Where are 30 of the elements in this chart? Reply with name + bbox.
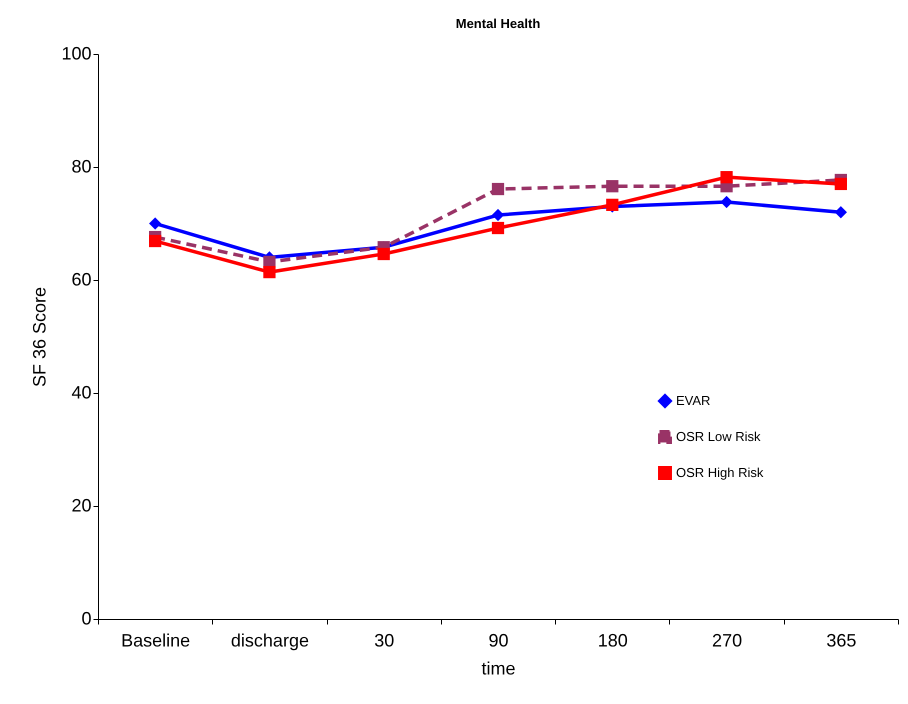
legend-label: OSR High Risk (676, 465, 764, 480)
y-tick-label: 60 (71, 270, 92, 290)
chart-title: Mental Health (456, 16, 540, 31)
point (263, 266, 276, 278)
point (720, 171, 733, 184)
y-tick-label: 100 (61, 44, 92, 64)
legend-label: EVAR (676, 393, 710, 408)
y-tick-label: 20 (71, 496, 92, 516)
y-axis-title: SF 36 Score (29, 286, 50, 388)
point (378, 248, 390, 260)
point (492, 182, 504, 196)
x-tick-label: 90 (488, 630, 509, 650)
point (606, 180, 618, 192)
point (834, 206, 847, 218)
x-tick-label: Baseline (121, 630, 190, 650)
x-tick-label: 30 (374, 630, 394, 650)
x-tick-label: 365 (826, 630, 856, 650)
legend-label: OSR Low Risk (676, 429, 762, 444)
x-tick-label: 270 (712, 630, 742, 650)
x-axis-title: time (481, 658, 516, 678)
point (149, 234, 162, 248)
x-tick-label: 180 (598, 630, 628, 650)
x-tick-label: discharge (230, 630, 309, 650)
y-tick-label: 80 (71, 156, 92, 176)
y-tick-label: 40 (71, 382, 92, 402)
y-tick-label: 0 (81, 608, 92, 628)
point (492, 208, 504, 222)
point (492, 222, 504, 234)
point (149, 217, 162, 230)
point (834, 178, 847, 190)
